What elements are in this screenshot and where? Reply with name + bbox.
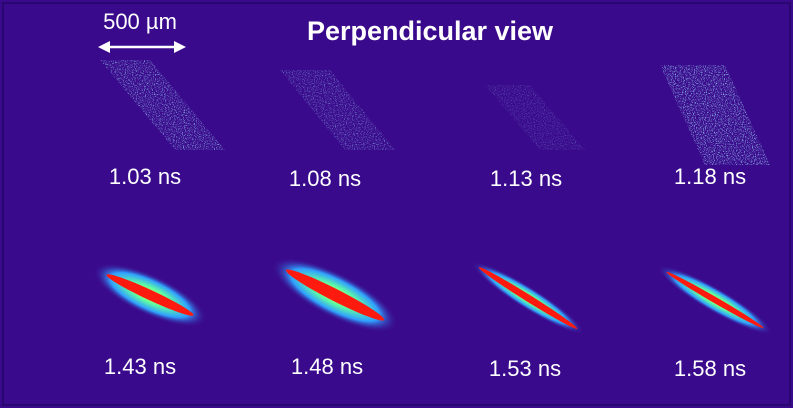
panel-label: 1.43 ns <box>104 354 176 379</box>
scale-bar: 500 µm <box>98 9 186 53</box>
panel-label: 1.58 ns <box>674 356 746 381</box>
panel-label: 1.13 ns <box>490 166 562 191</box>
image-5 <box>93 263 207 327</box>
streak-images <box>93 257 773 335</box>
panel-label: 1.18 ns <box>674 164 746 189</box>
scale-label: 500 µm <box>103 9 177 34</box>
panel-label: 1.48 ns <box>291 354 363 379</box>
arrow-head <box>174 41 186 53</box>
image-8 <box>657 265 773 335</box>
arrow-head <box>98 41 110 53</box>
image-7 <box>471 261 585 335</box>
image-6 <box>271 257 399 333</box>
panel-label: 1.03 ns <box>109 164 181 189</box>
panel-label: 1.08 ns <box>289 166 361 191</box>
panel-label: 1.53 ns <box>489 356 561 381</box>
title: Perpendicular view <box>307 16 554 46</box>
